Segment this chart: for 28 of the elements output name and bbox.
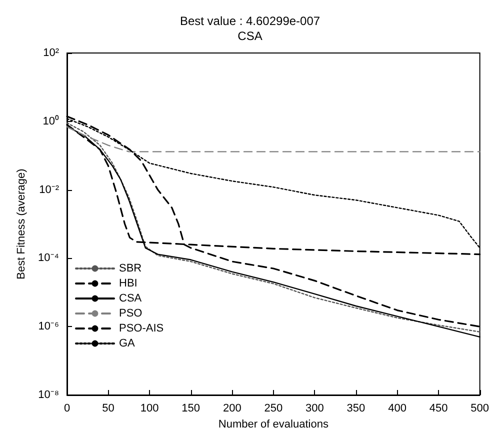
x-tick-label: 100 [140, 402, 159, 414]
x-tick-label: 400 [388, 402, 406, 414]
x-tick-label: 350 [346, 402, 366, 414]
legend-label: SBR [119, 262, 142, 274]
legend-label: HBI [119, 278, 138, 290]
y-tick-label: 10⁰ [42, 114, 59, 128]
y-tick-label: 10⁻² [39, 184, 60, 196]
x-tick-label: 50 [102, 402, 114, 414]
chart-title: Best value : 4.60299e-007 [180, 14, 320, 28]
y-tick-label: 10² [43, 47, 60, 59]
legend-label: CSA [119, 292, 142, 304]
y-tick-label: 10⁻⁸ [38, 389, 59, 401]
x-tick-label: 450 [429, 402, 448, 414]
y-tick-label: 10⁻⁶ [38, 320, 59, 333]
y-tick-label: 10⁻⁴ [38, 252, 60, 264]
x-tick-label: 250 [264, 402, 283, 414]
x-tick-label: 200 [222, 402, 242, 414]
chart-subtitle: CSA [238, 29, 262, 43]
line-series [66, 126, 480, 152]
x-tick-label: 150 [182, 402, 200, 414]
y-axis-title: Best Fitness (average) [16, 168, 28, 280]
x-axis-title: Number of evaluations [218, 418, 329, 430]
x-tick-label: 500 [470, 402, 490, 414]
legend-label: GA [119, 338, 136, 350]
legend-label: PSO-AIS [119, 322, 164, 334]
x-tick-label: 300 [306, 402, 324, 414]
legend-label: PSO [119, 308, 143, 320]
x-tick-label: 0 [64, 402, 70, 414]
